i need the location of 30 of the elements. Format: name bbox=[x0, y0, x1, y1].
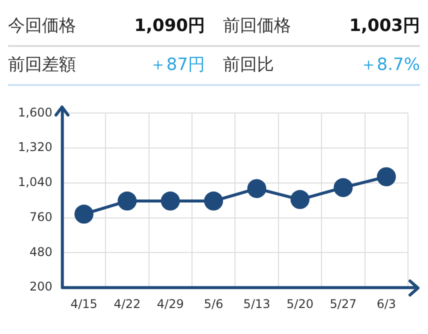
x-tick-label: 5/27 bbox=[330, 296, 357, 311]
point bbox=[376, 167, 396, 186]
x-tick-label: 5/6 bbox=[204, 296, 224, 311]
point bbox=[334, 178, 353, 198]
text: 前回価格 bbox=[222, 15, 292, 37]
x-tick-label: 5/13 bbox=[243, 296, 270, 311]
text: 前回比 bbox=[222, 54, 275, 76]
point bbox=[74, 204, 94, 224]
y-tick-label: 200 bbox=[29, 280, 52, 294]
point bbox=[247, 179, 266, 198]
y-tick-label: 1,600 bbox=[18, 105, 52, 120]
y-tick-label: 1,320 bbox=[18, 140, 52, 154]
x-tick-label: 5/20 bbox=[286, 296, 314, 311]
point bbox=[204, 192, 224, 211]
text: ＋8.7% bbox=[358, 54, 420, 76]
point bbox=[118, 192, 137, 211]
point bbox=[290, 190, 310, 210]
y-tick-label: 1,040 bbox=[18, 175, 52, 190]
y-tick-label: 760 bbox=[29, 210, 52, 224]
y-tick-label: 480 bbox=[29, 244, 52, 259]
text: 前回差額 bbox=[8, 54, 77, 76]
text: ＋87円 bbox=[148, 54, 205, 76]
text: 1,003円 bbox=[348, 15, 420, 37]
text: 今回価格 bbox=[8, 15, 77, 37]
x-tick-label: 4/15 bbox=[70, 296, 98, 311]
text: 1,090円 bbox=[133, 15, 205, 37]
x-tick-label: 4/29 bbox=[156, 296, 184, 311]
point bbox=[160, 192, 180, 211]
x-tick-label: 6/3 bbox=[376, 296, 396, 311]
x-tick-label: 4/22 bbox=[114, 296, 141, 311]
